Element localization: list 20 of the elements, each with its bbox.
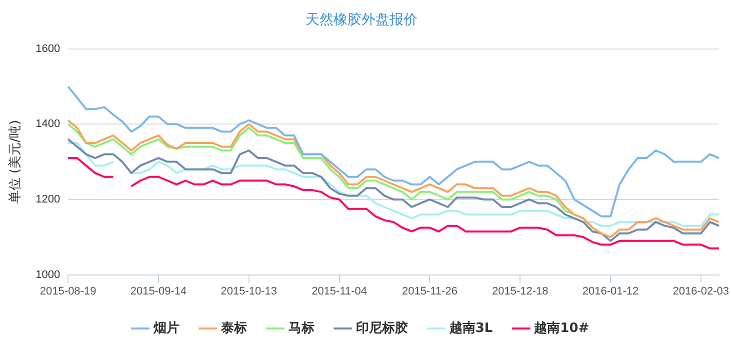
legend-label: 泰标 — [220, 320, 247, 336]
chart-title: 天然橡胶外盘报价 — [306, 12, 418, 28]
y-tick-label: 1000 — [36, 268, 60, 281]
x-tick-label: 2015-12-18 — [492, 285, 548, 298]
legend-label: 烟片 — [152, 320, 180, 336]
legend-label: 越南10# — [533, 320, 590, 336]
legend-label: 越南3L — [448, 320, 493, 336]
legend-label: 马标 — [288, 320, 314, 336]
x-tick-label: 2015-10-13 — [220, 285, 278, 298]
x-tick-label: 2016-01-12 — [582, 285, 639, 298]
x-tick-label: 2015-09-14 — [130, 285, 187, 298]
y-tick-label: 1400 — [36, 118, 60, 130]
x-tick-label: 2016-02-03 — [672, 285, 730, 298]
y-tick-label: 1200 — [36, 194, 60, 206]
y-axis-title: 单位 (美元/吨) — [7, 120, 24, 204]
x-tick-label: 2015-11-04 — [312, 285, 368, 298]
x-tick-label: 2015-11-26 — [402, 285, 458, 298]
x-tick-label: 2015-08-19 — [40, 285, 96, 298]
legend-label: 印尼标胶 — [356, 320, 408, 336]
y-tick-label: 1600 — [36, 42, 60, 55]
